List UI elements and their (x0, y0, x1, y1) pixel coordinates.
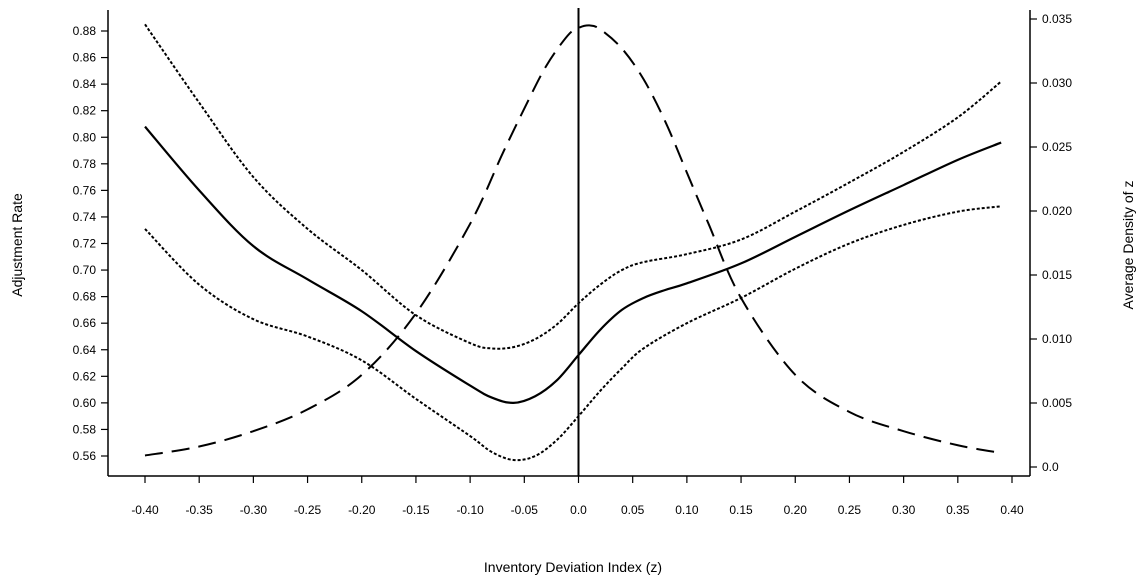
x-tick-label: -0.40 (131, 503, 159, 517)
y2-ticks: 0.0 0.005 0.010 0.015 0.020 0.025 0.030 0.035 (1030, 12, 1072, 474)
x-tick-label: 0.30 (892, 503, 916, 517)
y-tick-label: 0.84 (73, 77, 97, 91)
x-ticks: -0.40 -0.35 -0.30 -0.25 -0.20 -0.15 -0.10 -0.05… (131, 476, 1024, 517)
y-tick-label: 0.80 (73, 130, 97, 144)
y-tick-label: 0.74 (73, 210, 97, 224)
y2-tick-label: 0.035 (1042, 12, 1072, 26)
x-tick-label: -0.05 (511, 503, 539, 517)
y-tick-label: 0.56 (73, 449, 97, 463)
y2-tick-label: 0.030 (1042, 76, 1072, 90)
x-tick-label: 0.15 (729, 503, 753, 517)
y-tick-label: 0.82 (73, 104, 97, 118)
y2-tick-label: 0.025 (1042, 140, 1072, 154)
y-ticks: 0.56 0.58 0.60 0.62 0.64 0.66 0.68 0.70 0.72 0.74… (73, 24, 108, 463)
x-tick-label: -0.20 (348, 503, 376, 517)
x-tick-label: -0.35 (186, 503, 214, 517)
y-tick-label: 0.62 (73, 369, 97, 383)
confidence-band-line (144, 23, 1002, 350)
y-tick-label: 0.70 (73, 263, 97, 277)
x-axis-title: Inventory Deviation Index (z) (484, 559, 662, 575)
adjustment-rate-line (144, 125, 1002, 404)
x-tick-label: -0.30 (240, 503, 268, 517)
y2-tick-label: 0.015 (1042, 268, 1072, 282)
y-axis-title: Adjustment Rate (9, 193, 25, 297)
x-tick-label: 0.35 (946, 503, 970, 517)
y-tick-label: 0.76 (73, 183, 97, 197)
y2-tick-label: 0.0 (1042, 460, 1059, 474)
axes (107, 8, 1031, 477)
y-tick-label: 0.64 (73, 343, 97, 357)
x-tick-label: -0.15 (402, 503, 430, 517)
x-tick-label: 0.05 (621, 503, 645, 517)
y2-tick-label: 0.005 (1042, 396, 1072, 410)
density-line (144, 24, 1002, 457)
confidence-band-line (144, 205, 1002, 462)
x-tick-label: -0.25 (294, 503, 322, 517)
x-tick-label: 0.20 (784, 503, 808, 517)
y-tick-label: 0.86 (73, 51, 97, 65)
x-tick-label: 0.25 (838, 503, 862, 517)
y-tick-label: 0.68 (73, 290, 97, 304)
y2-tick-label: 0.010 (1042, 332, 1072, 346)
x-tick-label: 0.10 (675, 503, 699, 517)
y-tick-label: 0.60 (73, 396, 97, 410)
y-tick-label: 0.88 (73, 24, 97, 38)
y-tick-label: 0.72 (73, 237, 97, 251)
y2-tick-label: 0.020 (1042, 204, 1072, 218)
y-tick-label: 0.78 (73, 157, 97, 171)
x-tick-label: -0.10 (456, 503, 484, 517)
y-tick-label: 0.66 (73, 316, 97, 330)
x-tick-label: 0.40 (1000, 503, 1024, 517)
y-tick-label: 0.58 (73, 422, 97, 436)
x-tick-label: 0.0 (570, 503, 587, 517)
y2-axis-title: Average Density of z (1120, 181, 1136, 310)
series-layer (144, 23, 1002, 462)
